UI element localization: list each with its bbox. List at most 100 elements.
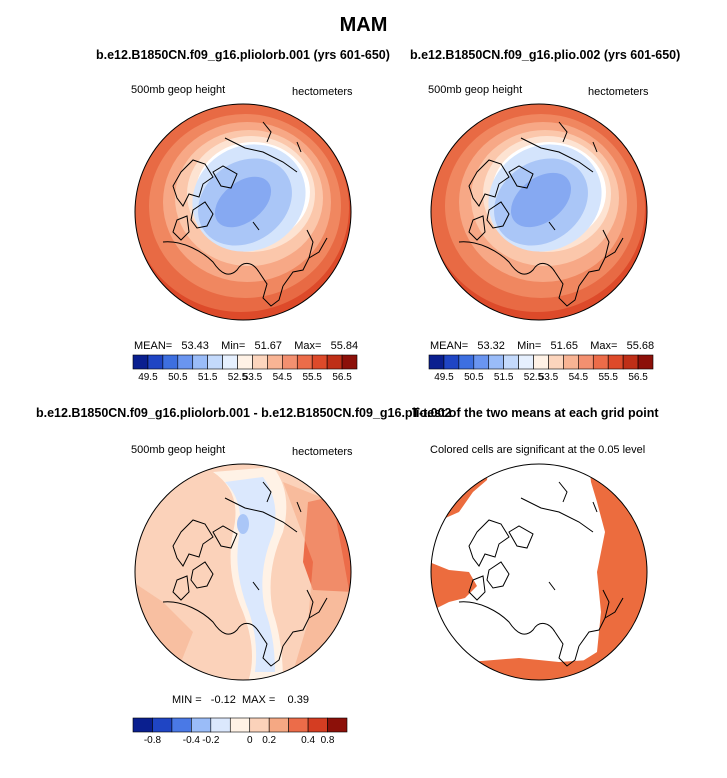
colorbar-swatch [327,717,348,733]
colorbar-swatch [192,354,208,370]
panel-title-bottom-left: b.e12.B1850CN.f09_g16.pliolorb.001 - b.e… [36,406,452,420]
colorbar-swatch [222,354,238,370]
colorbar-swatch [548,354,564,370]
significance-note: Colored cells are significant at the 0.0… [430,444,646,456]
colorbar-swatch [162,354,179,370]
coastlines [162,121,328,307]
figure-title: MAM [339,14,388,36]
units-label-bottom-left: hectometers [292,446,353,458]
colorbar-swatch [311,354,328,370]
colorbar-tick-label: -0.8 [143,735,162,746]
colorbar-swatch [637,354,654,370]
mean-value: 53.43 [181,340,209,352]
colorbar-swatch [191,717,212,733]
colorbar-swatches [132,354,358,370]
units-label-top-left: hectometers [292,86,353,98]
colorbar-swatch [132,717,153,733]
colorbar-tick-label: -0.4 [182,735,200,746]
colorbar-swatch [267,354,283,370]
colorbar-swatch [503,354,519,370]
colorbar-tick-label: 49.5 [138,372,158,383]
min-label: Min= [517,340,542,352]
colorbar-tick-label: 50.5 [168,372,188,383]
colorbar-tick-label: 53.5 [242,372,263,383]
polar-map-top-left [134,103,352,321]
panel-title-bottom-right: T-test of the two means at each grid poi… [412,406,659,420]
colorbar-swatch [288,717,309,733]
min-label: Min= [221,340,246,352]
colorbar-top-left: 49.5 50.5 51.5 52.5 53.5 54.5 55.5 56.5 [132,354,358,385]
colorbar-swatch [249,717,270,733]
colorbar-tick-label: 52.5 [523,372,544,383]
polar-map-top-right [430,103,648,321]
colorbar-tick-label: 50.5 [464,372,484,383]
colorbar-swatches [428,354,654,370]
colorbar-tick-label: 0.8 [320,735,335,746]
min-value: 51.65 [550,340,579,352]
max-value: 55.84 [330,340,359,352]
colorbar-swatch [341,354,358,370]
coastlines [458,121,624,307]
variable-label-top-right: 500mb geop height [428,84,523,96]
colorbar-tick-label: 53.5 [538,372,559,383]
colorbar-swatch [296,354,313,370]
colorbar-swatch [443,354,460,370]
colorbar-swatch [152,717,173,733]
mean-value: 53.32 [477,340,505,352]
colorbar-swatch [592,354,609,370]
colorbar-tick-label: -0.2 [202,735,220,746]
variable-label-top-left: 500mb geop height [131,84,226,96]
colorbar-swatch [282,354,298,370]
colorbar-tick-label: 55.5 [598,372,618,383]
colorbar-tick-label: 54.5 [568,372,589,383]
colorbar-tick-label: 0 [246,735,253,746]
colorbar-swatch [210,717,231,733]
colorbar-swatch [307,717,328,733]
colorbar-tick-label: 52.5 [227,372,248,383]
colorbar-swatch [488,354,504,370]
mean-label: MEAN= [430,340,469,352]
colorbar-tick-label: 56.5 [628,372,648,383]
colorbar-tick-label: 49.5 [434,372,454,383]
stats-top-left: MEAN= 53.43 Min= 51.67 Max= 55.84 [134,340,358,352]
stats-bottom-left: MIN = -0.12 MAX = 0.39 [172,694,309,706]
min-value: 51.67 [254,340,283,352]
variable-label-bottom-left: 500mb geop height [131,444,226,456]
colorbar-swatch [326,354,343,370]
colorbar-tick-label: 55.5 [302,372,322,383]
colorbar-swatch [237,354,253,370]
colorbar-swatch [132,354,149,370]
units-label-top-right: hectometers [588,86,649,98]
colorbar-swatch [252,354,268,370]
colorbar-swatch [207,354,223,370]
panel-title-top-right: b.e12.B1850CN.f09_g16.plio.002 (yrs 601-… [410,48,681,62]
colorbar-tick-label: 0.4 [301,735,316,746]
colorbar-swatch [171,717,192,733]
colorbar-tick-label: 51.5 [493,372,514,383]
coastlines [458,481,624,667]
colorbar-top-right: 49.5 50.5 51.5 52.5 53.5 54.5 55.5 56.5 [428,354,654,385]
colorbar-swatch [147,354,164,370]
polar-map-bottom-left [134,463,352,681]
colorbar-swatch [458,354,475,370]
colorbar-swatch [563,354,579,370]
colorbar-swatch [533,354,549,370]
coastlines [162,481,328,667]
max-label: Max= [294,340,322,352]
colorbar-swatch [518,354,534,370]
colorbar-swatch [428,354,445,370]
colorbar-swatch [473,354,490,370]
mean-label: MEAN= [134,340,173,352]
colorbar-swatches [132,717,348,733]
colorbar-bottom-left: -0.8 -0.4 -0.2 0 0.2 0.4 0.8 [132,717,348,748]
stats-top-right: MEAN= 53.32 Min= 51.65 Max= 55.68 [430,340,654,352]
colorbar-swatch [268,717,289,733]
colorbar-swatch [229,717,251,733]
colorbar-swatch [177,354,194,370]
polar-map-bottom-right [430,463,648,681]
colorbar-tick-label: 54.5 [272,372,293,383]
colorbar-tick-label: 0.2 [262,735,277,746]
max-value: 55.68 [626,340,655,352]
max-label: Max= [590,340,618,352]
colorbar-swatch [607,354,624,370]
